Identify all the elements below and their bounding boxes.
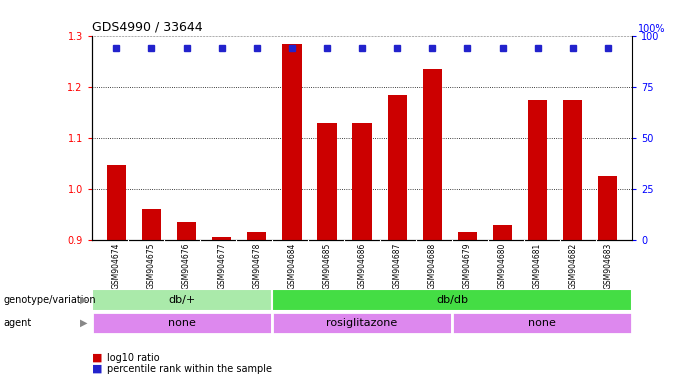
Bar	[142, 210, 161, 240]
Text: 100%: 100%	[638, 24, 666, 34]
Text: ▶: ▶	[80, 295, 87, 305]
Bar	[493, 225, 512, 240]
Text: log10 ratio: log10 ratio	[107, 353, 160, 363]
Bar	[528, 100, 547, 240]
Text: db/+: db/+	[168, 295, 196, 305]
Text: agent: agent	[3, 318, 32, 328]
Bar	[247, 232, 267, 240]
Bar	[107, 165, 126, 240]
Bar	[318, 123, 337, 240]
Bar	[563, 100, 582, 240]
Text: GDS4990 / 33644: GDS4990 / 33644	[92, 21, 203, 34]
Bar	[423, 68, 442, 240]
Bar	[92, 289, 272, 311]
Bar	[272, 312, 452, 334]
Bar	[282, 44, 301, 240]
Text: none: none	[168, 318, 196, 328]
Text: db/db: db/db	[436, 295, 469, 305]
Text: ■: ■	[92, 353, 102, 363]
Bar	[458, 232, 477, 240]
Text: genotype/variation: genotype/variation	[3, 295, 96, 305]
Text: ▶: ▶	[80, 318, 87, 328]
Bar	[452, 312, 632, 334]
Text: percentile rank within the sample: percentile rank within the sample	[107, 364, 273, 374]
Bar	[598, 176, 617, 240]
Bar	[212, 237, 231, 240]
Bar	[272, 289, 632, 311]
Text: none: none	[528, 318, 556, 328]
Text: rosiglitazone: rosiglitazone	[326, 318, 398, 328]
Bar	[177, 222, 197, 240]
Bar	[388, 95, 407, 240]
Text: ■: ■	[92, 364, 102, 374]
Bar	[352, 123, 372, 240]
Bar	[92, 312, 272, 334]
